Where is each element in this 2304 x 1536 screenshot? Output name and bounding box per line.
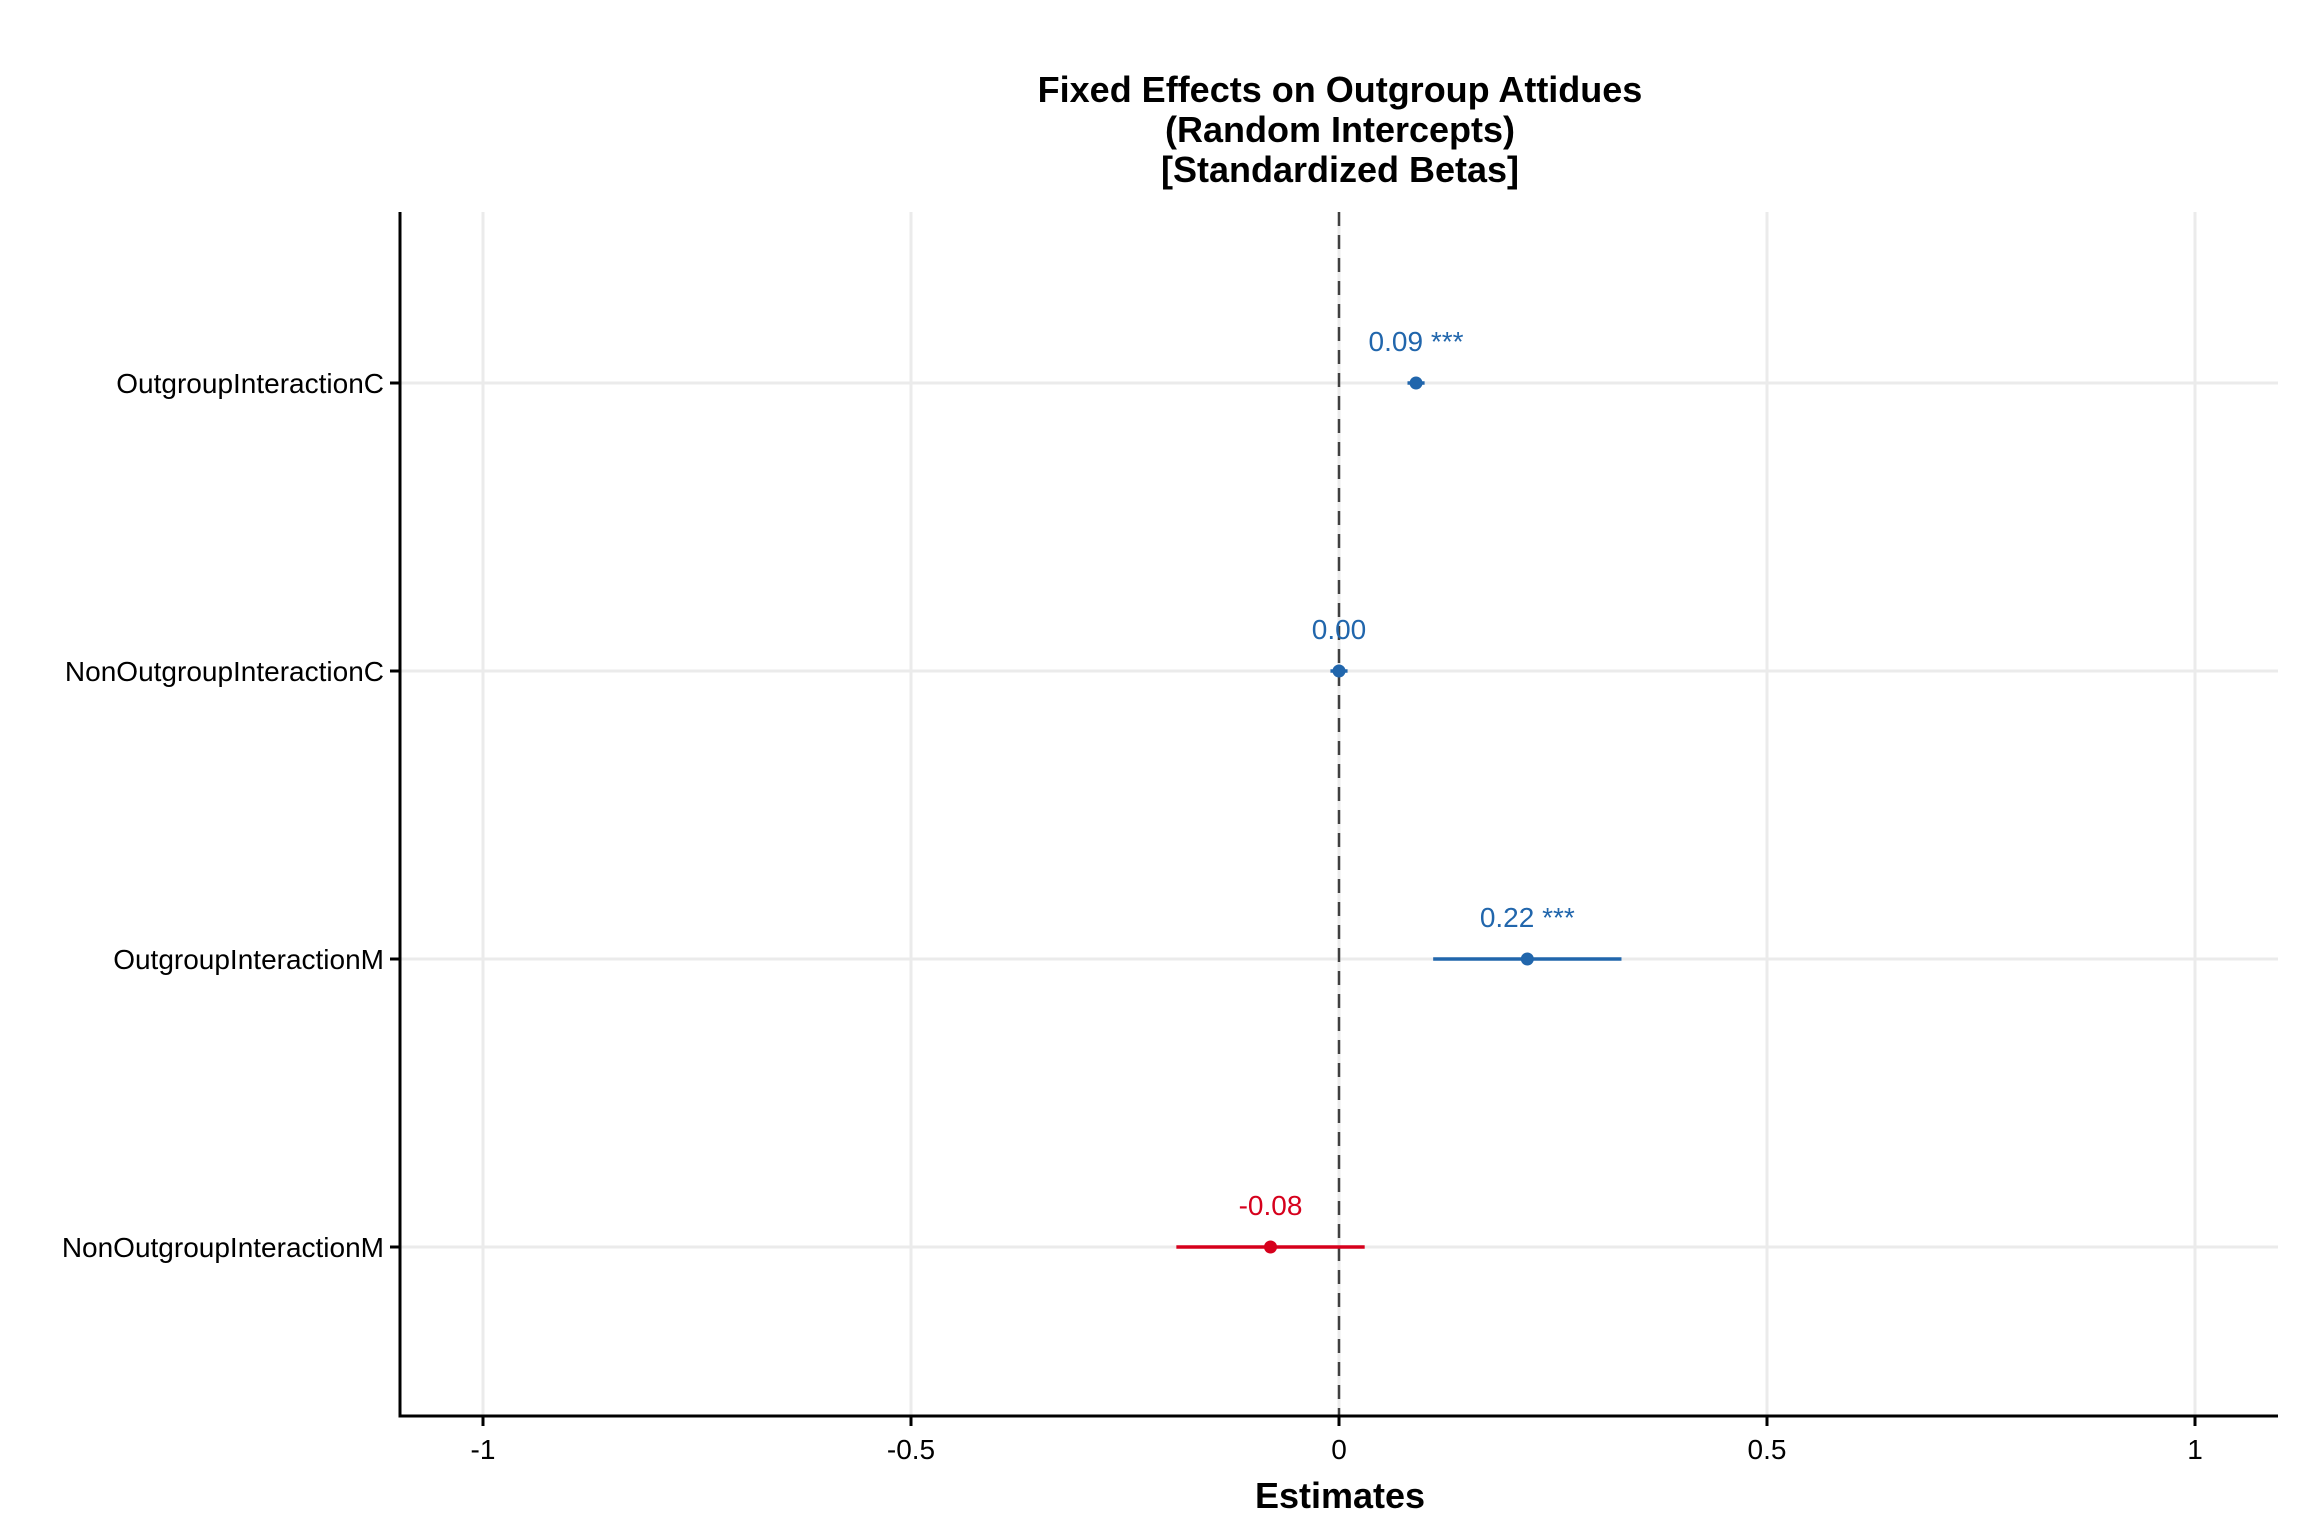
y-tick-label-1: NonOutgroupInteractionC [65, 656, 384, 687]
estimate-point-2 [1520, 952, 1534, 966]
y-tick-label-2: OutgroupInteractionM [113, 944, 384, 975]
x-axis-tick-labels: -1 -0.5 0 0.5 1 [471, 1416, 2203, 1465]
x-tick-label-4: 1 [2187, 1434, 2203, 1465]
data-label-2: 0.22 *** [1480, 902, 1575, 933]
data-label-1: 0.00 [1312, 614, 1367, 645]
estimate-point-1 [1332, 664, 1346, 678]
x-axis-label: Estimates [1255, 1475, 1425, 1516]
estimate-point-0 [1409, 376, 1423, 390]
data-label-0: 0.09 *** [1369, 326, 1464, 357]
title-line-1: Fixed Effects on Outgroup Attidues [1038, 69, 1643, 110]
title-line-2: (Random Intercepts) [1165, 109, 1515, 150]
x-tick-label-1: -0.5 [887, 1434, 935, 1465]
x-tick-label-3: 0.5 [1748, 1434, 1787, 1465]
data-label-3: -0.08 [1239, 1190, 1303, 1221]
x-tick-label-0: -1 [471, 1434, 496, 1465]
y-tick-label-3: NonOutgroupInteractionM [62, 1232, 384, 1263]
estimate-point-3 [1264, 1240, 1278, 1254]
y-axis-tick-labels: OutgroupInteractionC NonOutgroupInteracti… [62, 368, 400, 1263]
chart-title: Fixed Effects on Outgroup Attidues (Rand… [1038, 69, 1643, 190]
y-tick-label-0: OutgroupInteractionC [116, 368, 384, 399]
x-tick-label-2: 0 [1331, 1434, 1347, 1465]
estimate-marks: 0.09 *** 0.00 0.22 *** -0.08 [1176, 326, 1622, 1254]
title-line-3: [Standardized Betas] [1161, 149, 1519, 190]
